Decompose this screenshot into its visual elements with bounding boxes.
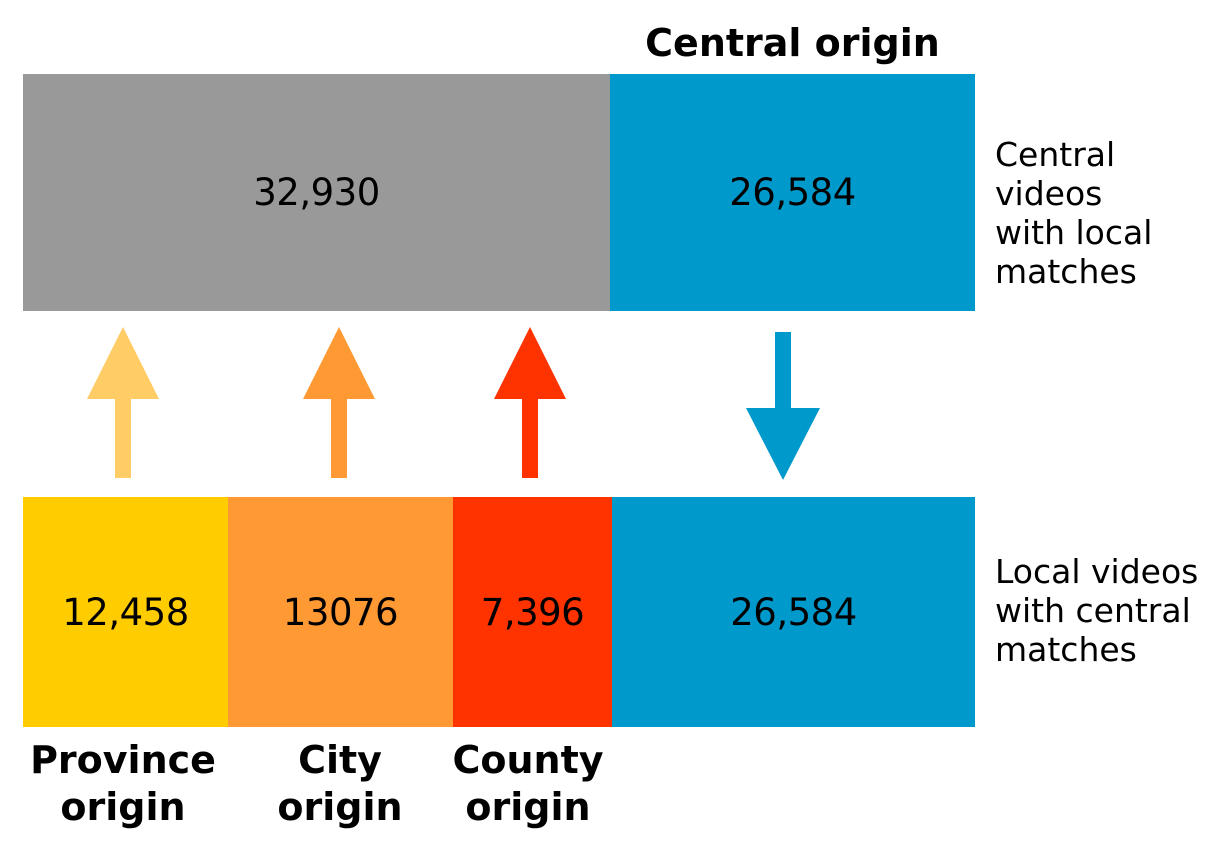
top-row-side-label: Central videos with local matches (995, 135, 1153, 291)
top-central-segment: 26,584 (610, 74, 975, 311)
county-up-arrow (494, 327, 566, 478)
county-segment: 7,396 (453, 497, 612, 727)
city-up-arrow (303, 327, 375, 478)
top-local-segment: 32,930 (23, 74, 610, 311)
bottom-row-side-label: Local videos with central matches (995, 552, 1199, 669)
central-down-arrow (746, 332, 820, 480)
province-up-arrow (87, 327, 159, 478)
city-origin-label: City origin (277, 738, 403, 829)
central-origin-heading: Central origin (645, 21, 940, 65)
bottom-central-segment: 26,584 (612, 497, 975, 727)
province-origin-label: Province origin (30, 738, 216, 829)
city-segment: 13076 (228, 497, 453, 727)
province-segment: 12,458 (23, 497, 228, 727)
county-origin-label: County origin (452, 738, 604, 829)
